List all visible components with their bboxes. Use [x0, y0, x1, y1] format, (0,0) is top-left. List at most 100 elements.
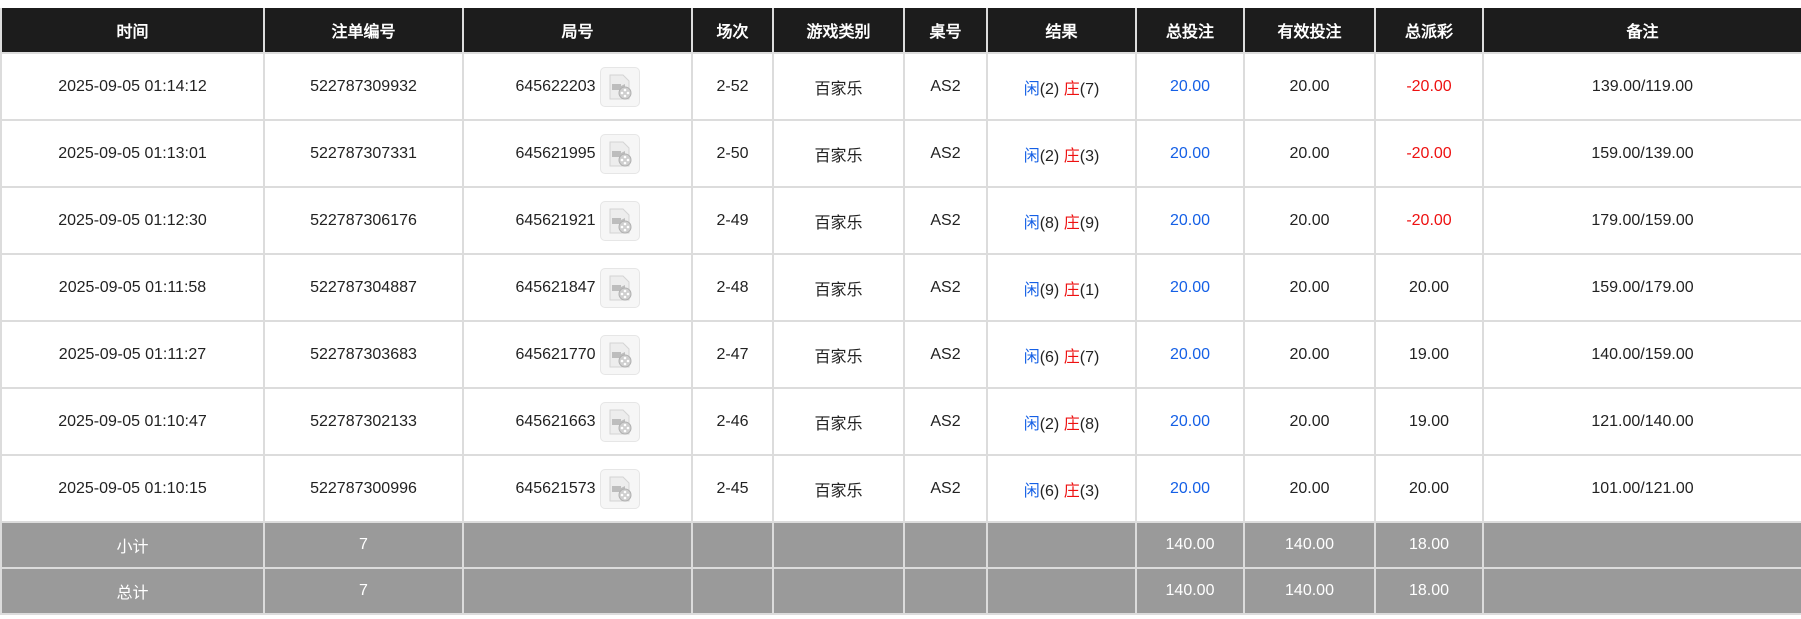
time: 2025-09-05 01:12:30	[0, 186, 265, 255]
video-replay-icon[interactable]	[599, 401, 640, 442]
header-time: 时间	[0, 8, 265, 54]
bet-id: 522787300996	[263, 454, 464, 523]
game-type: 百家乐	[772, 454, 905, 523]
table-id: AS2	[903, 387, 988, 456]
header-payout: 总派彩	[1374, 8, 1484, 54]
player-label: 闲	[1023, 147, 1040, 165]
valid-bet: 20.00	[1243, 253, 1376, 322]
table-id: AS2	[903, 320, 988, 389]
total-row: 总计 7 140.00 140.00 18.00	[0, 567, 1801, 615]
video-replay-icon[interactable]	[599, 133, 640, 174]
header-round: 局号	[462, 8, 693, 54]
subtotal-valid-bet: 140.00	[1243, 521, 1376, 569]
player-label: 闲	[1023, 80, 1040, 98]
note: 179.00/159.00	[1482, 186, 1801, 255]
banker-score: (9)	[1079, 214, 1100, 232]
table-row: 2025-09-05 01:10:47 522787302133 6456216…	[0, 387, 1801, 456]
player-label: 闲	[1023, 482, 1040, 500]
video-replay-icon[interactable]	[599, 468, 640, 509]
table-row: 2025-09-05 01:11:27 522787303683 6456217…	[0, 320, 1801, 389]
shoe: 2-45	[691, 454, 774, 523]
payout: 20.00	[1374, 253, 1484, 322]
subtotal-total-bet: 140.00	[1135, 521, 1245, 569]
banker-label: 庄	[1063, 214, 1080, 232]
bet-id: 522787304887	[263, 253, 464, 322]
note: 139.00/119.00	[1482, 52, 1801, 121]
banker-score: (7)	[1079, 80, 1100, 98]
header-row: 时间 注单编号 局号 场次 游戏类别 桌号 结果 总投注 有效投注 总派彩 备注	[0, 8, 1801, 54]
video-replay-icon[interactable]	[599, 334, 640, 375]
player-score: (2)	[1039, 80, 1060, 98]
video-replay-icon[interactable]	[599, 267, 640, 308]
payout: 19.00	[1374, 387, 1484, 456]
round-cell: 645621770	[462, 320, 693, 389]
game-type: 百家乐	[772, 253, 905, 322]
player-label: 闲	[1023, 281, 1040, 299]
table-row: 2025-09-05 01:10:15 522787300996 6456215…	[0, 454, 1801, 523]
total-bet: 20.00	[1135, 119, 1245, 188]
result: 闲(2) 庄(3)	[986, 119, 1137, 188]
header-shoe: 场次	[691, 8, 774, 54]
player-label: 闲	[1023, 348, 1040, 366]
bet-id: 522787302133	[263, 387, 464, 456]
valid-bet: 20.00	[1243, 387, 1376, 456]
round-id: 645621573	[515, 479, 596, 497]
result: 闲(6) 庄(7)	[986, 320, 1137, 389]
banker-label: 庄	[1063, 281, 1080, 299]
player-score: (6)	[1039, 482, 1060, 500]
banker-label: 庄	[1063, 147, 1080, 165]
bet-history-table: 时间 注单编号 局号 场次 游戏类别 桌号 结果 总投注 有效投注 总派彩 备注…	[0, 8, 1801, 615]
round-id: 645621847	[515, 278, 596, 296]
subtotal-label: 小计	[0, 521, 265, 569]
round-id: 645621921	[515, 211, 596, 229]
total-bet: 20.00	[1135, 253, 1245, 322]
round-cell: 645622203	[462, 52, 693, 121]
video-replay-icon[interactable]	[599, 66, 640, 107]
valid-bet: 20.00	[1243, 320, 1376, 389]
total-bet: 20.00	[1135, 186, 1245, 255]
subtotal-payout: 18.00	[1374, 521, 1484, 569]
shoe: 2-49	[691, 186, 774, 255]
bet-id: 522787306176	[263, 186, 464, 255]
result: 闲(6) 庄(3)	[986, 454, 1137, 523]
shoe: 2-48	[691, 253, 774, 322]
round-id: 645622203	[515, 77, 596, 95]
game-type: 百家乐	[772, 186, 905, 255]
result: 闲(9) 庄(1)	[986, 253, 1137, 322]
banker-score: (1)	[1079, 281, 1100, 299]
header-total-bet: 总投注	[1135, 8, 1245, 54]
round-cell: 645621663	[462, 387, 693, 456]
shoe: 2-52	[691, 52, 774, 121]
total-valid-bet: 140.00	[1243, 567, 1376, 615]
note: 159.00/179.00	[1482, 253, 1801, 322]
result: 闲(2) 庄(7)	[986, 52, 1137, 121]
shoe: 2-46	[691, 387, 774, 456]
header-game: 游戏类别	[772, 8, 905, 54]
banker-score: (8)	[1079, 415, 1100, 433]
round-id: 645621770	[515, 345, 596, 363]
banker-label: 庄	[1063, 482, 1080, 500]
valid-bet: 20.00	[1243, 52, 1376, 121]
table-row: 2025-09-05 01:11:58 522787304887 6456218…	[0, 253, 1801, 322]
round-cell: 645621847	[462, 253, 693, 322]
valid-bet: 20.00	[1243, 454, 1376, 523]
shoe: 2-50	[691, 119, 774, 188]
bet-id: 522787303683	[263, 320, 464, 389]
banker-label: 庄	[1063, 348, 1080, 366]
total-label: 总计	[0, 567, 265, 615]
bet-id: 522787307331	[263, 119, 464, 188]
time: 2025-09-05 01:10:15	[0, 454, 265, 523]
note: 159.00/139.00	[1482, 119, 1801, 188]
total-bet: 20.00	[1135, 320, 1245, 389]
payout: -20.00	[1374, 52, 1484, 121]
time: 2025-09-05 01:14:12	[0, 52, 265, 121]
video-replay-icon[interactable]	[599, 200, 640, 241]
note: 101.00/121.00	[1482, 454, 1801, 523]
player-score: (8)	[1039, 214, 1060, 232]
time: 2025-09-05 01:13:01	[0, 119, 265, 188]
total-payout: 18.00	[1374, 567, 1484, 615]
result: 闲(2) 庄(8)	[986, 387, 1137, 456]
round-cell: 645621921	[462, 186, 693, 255]
banker-score: (3)	[1079, 482, 1100, 500]
table-id: AS2	[903, 186, 988, 255]
